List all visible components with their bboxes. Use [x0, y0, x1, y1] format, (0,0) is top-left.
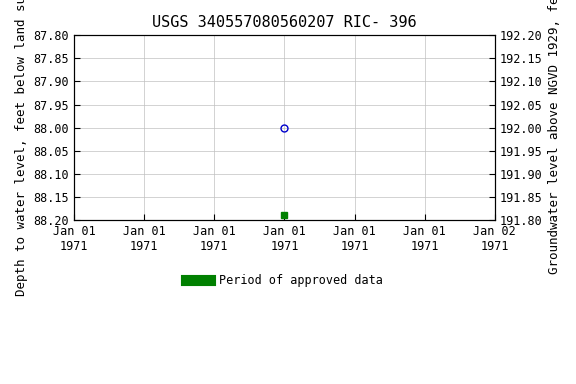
Y-axis label: Groundwater level above NGVD 1929, feet: Groundwater level above NGVD 1929, feet — [548, 0, 561, 274]
Title: USGS 340557080560207 RIC- 396: USGS 340557080560207 RIC- 396 — [152, 15, 417, 30]
Legend: Period of approved data: Period of approved data — [181, 269, 388, 292]
Y-axis label: Depth to water level, feet below land surface: Depth to water level, feet below land su… — [15, 0, 28, 296]
